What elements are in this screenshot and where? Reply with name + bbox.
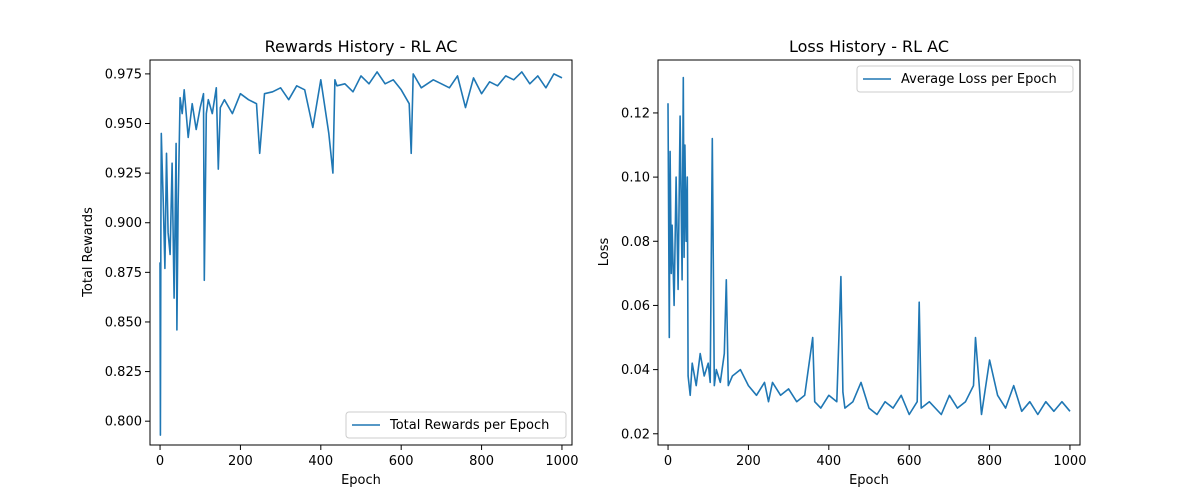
loss-x-tick-label: 600 (897, 454, 922, 469)
loss-y-tick-label: 0.06 (621, 299, 650, 314)
rewards-x-tick-label: 800 (469, 454, 494, 469)
loss-y-tick-label: 0.04 (621, 363, 650, 378)
rewards-chart: Rewards History - RL AC 0 200 400 600 800 100… (81, 37, 578, 488)
rewards-legend-label: Total Rewards per Epoch (389, 418, 549, 433)
loss-y-tick-label: 0.08 (621, 235, 650, 250)
rewards-x-tick-label: 200 (228, 454, 253, 469)
rewards-x-tick-label: 1000 (545, 454, 578, 469)
loss-ticks: 0 200 400 600 800 1000 0.02 0.04 0.06 0.08 0.10 0.1… (621, 106, 1086, 469)
rewards-y-tick-label: 0.850 (105, 315, 142, 330)
loss-x-tick-label: 400 (816, 454, 841, 469)
rewards-x-tick-label: 0 (156, 454, 164, 469)
rewards-legend-box (345, 411, 567, 439)
loss-y-tick-label: 0.02 (621, 427, 650, 442)
loss-x-axis-label: Epoch (849, 473, 889, 488)
loss-legend-box (856, 65, 1074, 93)
loss-plot-frame (657, 59, 1081, 446)
loss-legend: Average Loss per Epoch (856, 65, 1074, 93)
loss-x-tick-label: 800 (977, 454, 1002, 469)
loss-y-axis-label: Loss (597, 238, 612, 267)
rewards-y-tick-label: 0.925 (105, 167, 142, 182)
loss-y-tick-label: 0.12 (621, 106, 650, 121)
loss-chart: Loss History - RL AC 0 200 400 600 800 1000 0.… (597, 37, 1086, 488)
rewards-plot-frame (149, 59, 573, 446)
loss-legend-label: Average Loss per Epoch (901, 72, 1057, 87)
loss-x-tick-label: 1000 (1053, 454, 1086, 469)
rewards-y-axis-label: Total Rewards (81, 207, 96, 298)
rewards-series-line (159, 71, 563, 436)
loss-series-line (667, 76, 1071, 416)
rewards-y-tick-label: 0.900 (105, 216, 142, 231)
rewards-chart-title: Rewards History - RL AC (265, 37, 458, 56)
rewards-x-tick-label: 400 (308, 454, 333, 469)
rewards-y-tick-label: 0.975 (105, 67, 142, 82)
rewards-y-tick-label: 0.800 (105, 415, 142, 430)
rewards-x-tick-label: 600 (389, 454, 414, 469)
loss-x-tick-label: 200 (736, 454, 761, 469)
rewards-y-tick-label: 0.875 (105, 266, 142, 281)
rewards-ticks: 0 200 400 600 800 1000 0.800 0.825 0.850 0.875 0.9… (105, 67, 579, 469)
rewards-y-tick-label: 0.825 (105, 365, 142, 380)
rewards-x-axis-label: Epoch (341, 473, 381, 488)
loss-chart-title: Loss History - RL AC (789, 37, 949, 56)
loss-x-tick-label: 0 (664, 454, 672, 469)
rewards-y-tick-label: 0.950 (105, 117, 142, 132)
rewards-legend: Total Rewards per Epoch (345, 411, 567, 439)
loss-y-tick-label: 0.10 (621, 171, 650, 186)
